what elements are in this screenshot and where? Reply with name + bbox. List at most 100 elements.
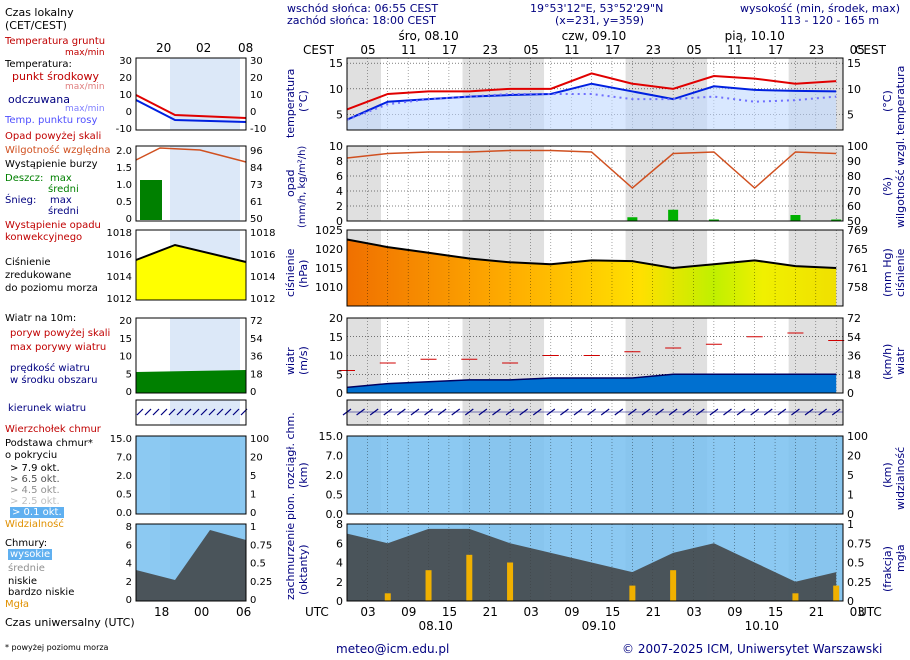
cest-hour-tick: 23 — [646, 43, 661, 57]
precip-tick: 10 — [329, 140, 343, 153]
l-temp-tick-right: 30 — [250, 56, 263, 67]
wind-night-band — [347, 318, 381, 393]
footnote: * powyżej poziomu morza — [5, 643, 109, 652]
rain-bar — [627, 217, 638, 221]
l-rain-tick: 0 — [126, 214, 132, 225]
fog-bar — [425, 570, 432, 601]
l-fog-tick: 0.75 — [250, 540, 272, 551]
l-humidity-line — [135, 147, 247, 163]
wind-tick-left: 0 — [336, 387, 343, 400]
footer-copyright: © 2007-2025 ICM, Uniwersytet Warszawski — [622, 642, 883, 656]
legend-cloud-base-2: o pokryciu — [5, 450, 58, 461]
legend-rain-mean: średni — [48, 184, 79, 195]
legend-pressure-1: Ciśnienie — [5, 257, 51, 268]
legend-cloud-low: niskie — [8, 576, 38, 587]
fog-tick-right: 0.25 — [847, 576, 872, 589]
vis-tick-right: 0 — [847, 508, 854, 521]
l-hum-tick: 84 — [250, 163, 263, 174]
legend-okt-01: > 0.1 okt. — [10, 507, 64, 518]
humidity-tick: 70 — [847, 185, 861, 198]
cest-hour-tick: 05 — [523, 43, 538, 57]
cloud-tick-left: 4 — [336, 557, 343, 570]
utc-hour-tick: 21 — [646, 605, 661, 619]
vis-tick-right: 100 — [847, 430, 868, 443]
cloud-tick-left: 6 — [336, 537, 343, 550]
humidity-tick: 90 — [847, 155, 861, 168]
footer-email[interactable]: meteo@icm.edu.pl — [336, 642, 450, 656]
fog-tick-right: 0 — [847, 595, 854, 608]
l-cb-tick: 0.5 — [116, 490, 132, 501]
temp-tick-left: 10 — [329, 83, 343, 96]
utc-hour-tick: 09 — [564, 605, 579, 619]
date-bottom-label: 09.10 — [582, 619, 616, 633]
vis-tick-right: 1 — [847, 489, 854, 502]
precip-night-band — [347, 146, 381, 221]
l-wind-tick-right: 72 — [250, 316, 263, 327]
l-rain-tick: 2.0 — [116, 146, 132, 157]
l-perceived-line — [135, 99, 247, 123]
precip-tick: 0 — [336, 215, 343, 228]
l-pressure-area — [136, 245, 246, 300]
l-wind-tick-right: 18 — [250, 369, 263, 380]
fog-bar — [466, 554, 473, 601]
l-vis-tick: 5 — [250, 471, 256, 482]
cloud-base-bg — [347, 436, 843, 514]
temp-tick-right: 15 — [847, 57, 861, 70]
temp-tick-left: 5 — [336, 109, 343, 122]
l-pres-border — [135, 229, 247, 301]
cloud-tick-left: 0 — [336, 595, 343, 608]
l-vis-tick: 100 — [250, 434, 269, 445]
legend-rain-max: max — [50, 173, 72, 184]
wind-tick-right: 72 — [847, 312, 861, 325]
legend-wind-at: Wiatr na 10m: — [5, 313, 77, 324]
vis-tick-right: 20 — [847, 450, 861, 463]
l-precip-night — [170, 146, 240, 221]
wind-tick-right: 18 — [847, 368, 861, 381]
l-cloud-tick: 0 — [126, 595, 132, 606]
l-fog-tick: 0.5 — [250, 559, 266, 570]
legend-okt-65: > 6.5 okt. — [10, 474, 60, 485]
fog-bar — [670, 570, 677, 601]
l-temp-border — [135, 57, 247, 131]
precip-night-band — [462, 146, 545, 221]
pres-tick-left: 1015 — [315, 262, 343, 275]
pres-tick-right: 765 — [847, 243, 868, 256]
utc-hour-tick: 03 — [850, 605, 865, 619]
wind-tick-left: 15 — [329, 331, 343, 344]
l-wind-tick-right: 0 — [250, 387, 256, 398]
l-cb-tick: 2.0 — [116, 471, 132, 482]
l-cloud-tick: 6 — [126, 540, 132, 551]
date-top-label: czw, 09.10 — [562, 29, 627, 43]
legend-snow-max: max — [50, 195, 72, 206]
legend-rain: Deszcz: — [5, 173, 44, 184]
cest-hour-tick: 23 — [483, 43, 498, 57]
legend-snow-mean: średni — [48, 206, 79, 217]
rain-bar — [790, 215, 801, 221]
l-hum-tick: 96 — [250, 146, 263, 157]
cb-tick-left: 0.5 — [326, 489, 344, 502]
vis-tick-right: 5 — [847, 469, 854, 482]
left-top-hour: 02 — [196, 41, 211, 55]
l-fog-tick: 0 — [250, 595, 256, 606]
l-wind-arrow — [208, 408, 216, 416]
l-wind-arrow — [144, 408, 152, 416]
humidity-tick: 100 — [847, 140, 868, 153]
fog-bar — [629, 585, 636, 601]
coords-text: 19°53'12"E, 53°52'29"N — [530, 2, 664, 15]
fog-bar — [384, 593, 391, 601]
legend-local-time-sub: (CET/CEST) — [5, 19, 67, 32]
cloud-tick-left: 2 — [336, 576, 343, 589]
l-vis-tick: 20 — [250, 453, 263, 464]
cb-tick-left: 15.0 — [319, 430, 344, 443]
legend-soil-temp-sub: max/min — [65, 48, 105, 58]
temp-tick-right: 10 — [847, 83, 861, 96]
l-pres-tick-left: 1014 — [107, 272, 132, 283]
l-fog-tick: 1 — [250, 522, 256, 533]
cest-hour-tick: 17 — [605, 43, 620, 57]
l-temp-tick-left: 20 — [119, 73, 132, 84]
cb-tick-left: 7.0 — [326, 450, 344, 463]
legend-mid-max-min: max/min — [65, 82, 105, 92]
fog-tick-right: 0.5 — [847, 557, 865, 570]
l-pres-tick-left: 1016 — [107, 250, 132, 261]
l-wind-tick-left: 20 — [119, 316, 132, 327]
